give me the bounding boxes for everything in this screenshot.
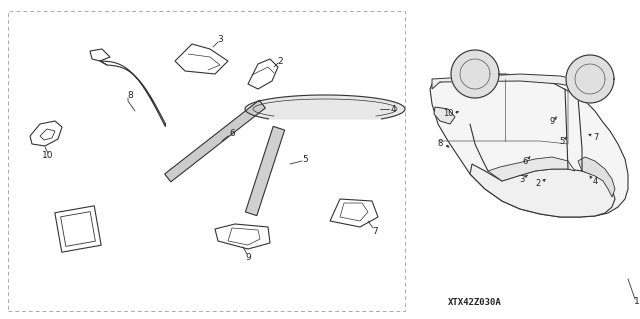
Polygon shape	[434, 107, 455, 124]
Polygon shape	[164, 100, 266, 182]
Text: 8: 8	[127, 91, 133, 100]
Text: 9: 9	[245, 253, 251, 262]
Text: 1: 1	[634, 296, 640, 306]
Text: 10: 10	[443, 109, 453, 118]
Polygon shape	[566, 55, 614, 103]
Text: 8: 8	[437, 139, 443, 149]
Text: 7: 7	[372, 226, 378, 235]
Polygon shape	[430, 74, 628, 217]
Text: XTX42Z030A: XTX42Z030A	[448, 298, 502, 307]
Text: 4: 4	[390, 105, 396, 114]
Polygon shape	[470, 164, 615, 217]
Text: 5: 5	[302, 154, 308, 164]
Bar	[8, 11, 405, 311]
Polygon shape	[245, 126, 285, 216]
Text: 5: 5	[559, 137, 564, 145]
Polygon shape	[578, 157, 615, 197]
Text: 3: 3	[519, 174, 525, 183]
Text: 3: 3	[217, 34, 223, 43]
Text: 6: 6	[229, 130, 235, 138]
Text: 4: 4	[593, 176, 598, 186]
Text: 6: 6	[522, 157, 528, 166]
Text: 7: 7	[593, 132, 598, 142]
Text: 2: 2	[277, 56, 283, 65]
Text: 10: 10	[42, 152, 54, 160]
Polygon shape	[245, 95, 405, 119]
Polygon shape	[488, 157, 575, 181]
Polygon shape	[432, 74, 602, 94]
Text: 2: 2	[536, 180, 541, 189]
Polygon shape	[451, 50, 499, 98]
Text: 9: 9	[549, 116, 555, 125]
